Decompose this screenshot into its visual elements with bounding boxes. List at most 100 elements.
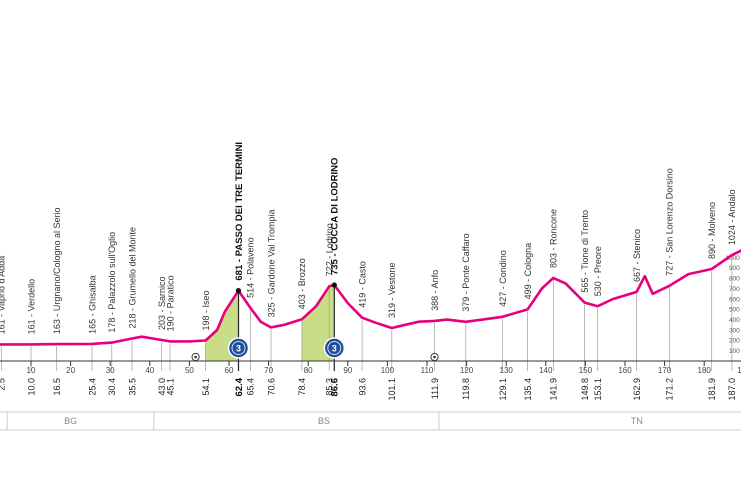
waypoint-separator: - <box>246 275 256 283</box>
waypoint-km-label: 65.4 <box>246 378 256 396</box>
waypoint-name: Palazzolo sull'Oglio <box>107 232 117 310</box>
climb-category-label: 3 <box>332 343 337 353</box>
waypoint-km-label: 2.5 <box>0 378 7 391</box>
waypoint-km-label: 101.1 <box>387 378 397 401</box>
km-tick-label: 50 <box>185 366 194 375</box>
km-tick-label: 110 <box>421 366 434 375</box>
waypoint-name: Condino <box>498 250 508 284</box>
waypoint-separator: - <box>430 288 440 296</box>
altitude-tick-label: 700 <box>729 286 740 293</box>
waypoint-altitude: 681 <box>234 264 245 281</box>
waypoint-altitude: 427 <box>498 292 508 307</box>
waypoint-separator: - <box>549 245 559 253</box>
waypoint-label: 667 - Stenico <box>632 229 642 282</box>
waypoint-label: 427 - Condino <box>498 250 508 307</box>
waypoint-separator: - <box>523 276 533 284</box>
waypoint-label: 530 - Preore <box>593 246 603 296</box>
waypoint-name: Stenico <box>632 229 642 259</box>
waypoint-separator: - <box>387 295 397 303</box>
km-tick-label: 150 <box>579 366 593 375</box>
waypoint-altitude: 1024 <box>727 225 737 245</box>
altitude-tick-label: 300 <box>729 327 740 334</box>
km-tick-label: 120 <box>460 366 474 375</box>
waypoint-label: 161 - Vaprio d'Adda <box>0 256 7 335</box>
waypoint-altitude: 499 <box>523 284 533 299</box>
waypoint-label: 325 - Gardone Val Trompia <box>266 209 276 317</box>
waypoint-altitude: 325 <box>266 302 276 317</box>
waypoint-separator: - <box>707 236 717 244</box>
waypoint-km-label: 149.8 <box>580 378 590 401</box>
waypoint-name: COCCA DI LODRINO <box>330 158 341 251</box>
waypoint-separator: - <box>325 253 335 261</box>
waypoint-separator: - <box>727 218 737 226</box>
waypoint-label: 190 - Paratico <box>165 275 175 331</box>
km-tick-label: 60 <box>225 366 234 375</box>
waypoint-name: Verdello <box>26 279 36 312</box>
waypoint-altitude: 319 <box>387 303 397 318</box>
km-axis-ticks: 10 20 30 40 50 60 70 80 90 100 110 120 130 140 150 160 1… <box>27 361 741 375</box>
waypoint-separator: - <box>580 270 590 278</box>
altitude-tick-label: 800 <box>729 276 740 283</box>
waypoint-separator: - <box>201 307 211 315</box>
waypoint-altitude: 735 <box>330 258 341 275</box>
climb-category-ring <box>327 341 342 355</box>
waypoint-name: Vaprio d'Adda <box>0 256 7 312</box>
waypoint-km-label: 162.9 <box>632 378 642 401</box>
altitude-scale: 100 200 300 400 500 600 700 800 900 1000 <box>725 255 741 355</box>
waypoint-altitude: 163 <box>52 319 62 334</box>
climb-category-ring <box>231 341 246 355</box>
waypoint-altitude: 419 <box>357 293 367 308</box>
waypoint-label: 803 - Roncone <box>549 209 559 268</box>
waypoint-altitude: 565 <box>580 278 590 293</box>
climb-category-label: 3 <box>236 343 241 353</box>
altitude-tick-label: 1000 <box>725 255 740 262</box>
waypoint-label: 319 - Vestone <box>387 262 397 318</box>
waypoint-name: Ponte Caffaro <box>461 233 471 288</box>
waypoint-separator: - <box>52 311 62 319</box>
province-label: TN <box>631 416 643 426</box>
waypoint-km-label: 93.6 <box>357 378 367 396</box>
km-tick-label: 20 <box>66 366 75 375</box>
waypoint-km-label: 62.4 <box>234 377 245 396</box>
km-tick-label: 10 <box>27 366 36 375</box>
waypoint-altitude: 388 <box>430 296 440 311</box>
climb-category-badge <box>227 337 250 359</box>
waypoint-separator: - <box>26 311 36 319</box>
waypoint-altitude: 530 <box>593 281 603 296</box>
waypoint-separator: - <box>461 289 471 297</box>
waypoint-name: Roncone <box>549 209 559 245</box>
waypoint-separator: - <box>357 285 367 293</box>
waypoint-name: Iseo <box>201 290 211 307</box>
waypoint-altitude: 727 <box>665 261 675 276</box>
waypoint-label: 379 - Ponte Caffaro <box>461 233 471 311</box>
waypoint-name: Urgnano/Cologno al Serio <box>52 207 62 311</box>
waypoint-altitude: 190 <box>165 316 175 331</box>
waypoint-km-labels: 2.5 10.0 16.5 25.4 30.4 35.5 43.045.1 54.1 62.4 6… <box>0 377 737 401</box>
waypoint-km-label: 153.1 <box>593 378 603 401</box>
waypoint-km-label: 25.4 <box>87 378 97 396</box>
waypoint-name: Molveno <box>707 202 717 236</box>
altitude-tick-label: 900 <box>729 265 740 272</box>
altitude-tick-label: 600 <box>729 296 740 303</box>
waypoint-km-label: 86.6 <box>330 378 341 397</box>
province-label: BG <box>64 416 77 426</box>
province-band: MIBGBSTN <box>0 411 741 431</box>
waypoint-km-label: 70.6 <box>266 378 276 396</box>
waypoint-separator: - <box>107 310 117 318</box>
waypoint-km-label: 111.9 <box>430 378 440 399</box>
waypoint-altitude: 178 <box>107 318 117 333</box>
waypoint-label: 165 - Ghisalba <box>87 275 97 334</box>
waypoint-name: Anfo <box>430 270 440 289</box>
waypoint-altitude: 722 <box>325 261 335 276</box>
km-tick-label: 180 <box>698 366 712 375</box>
waypoint-label: 722 - Lodrino <box>325 223 335 276</box>
km-tick-label: 190 <box>737 366 741 375</box>
waypoint-separator: - <box>297 286 307 294</box>
waypoint-km-label: 181.9 <box>707 378 717 401</box>
waypoint-label: 499 - Cologna <box>523 243 533 300</box>
waypoint-label: 203 - Sarnico <box>157 276 167 330</box>
waypoint-name: Tione di Trento <box>580 210 590 270</box>
waypoint-label: 403 - Brozzo <box>297 258 307 309</box>
waypoint-km-label: 135.4 <box>523 378 533 401</box>
